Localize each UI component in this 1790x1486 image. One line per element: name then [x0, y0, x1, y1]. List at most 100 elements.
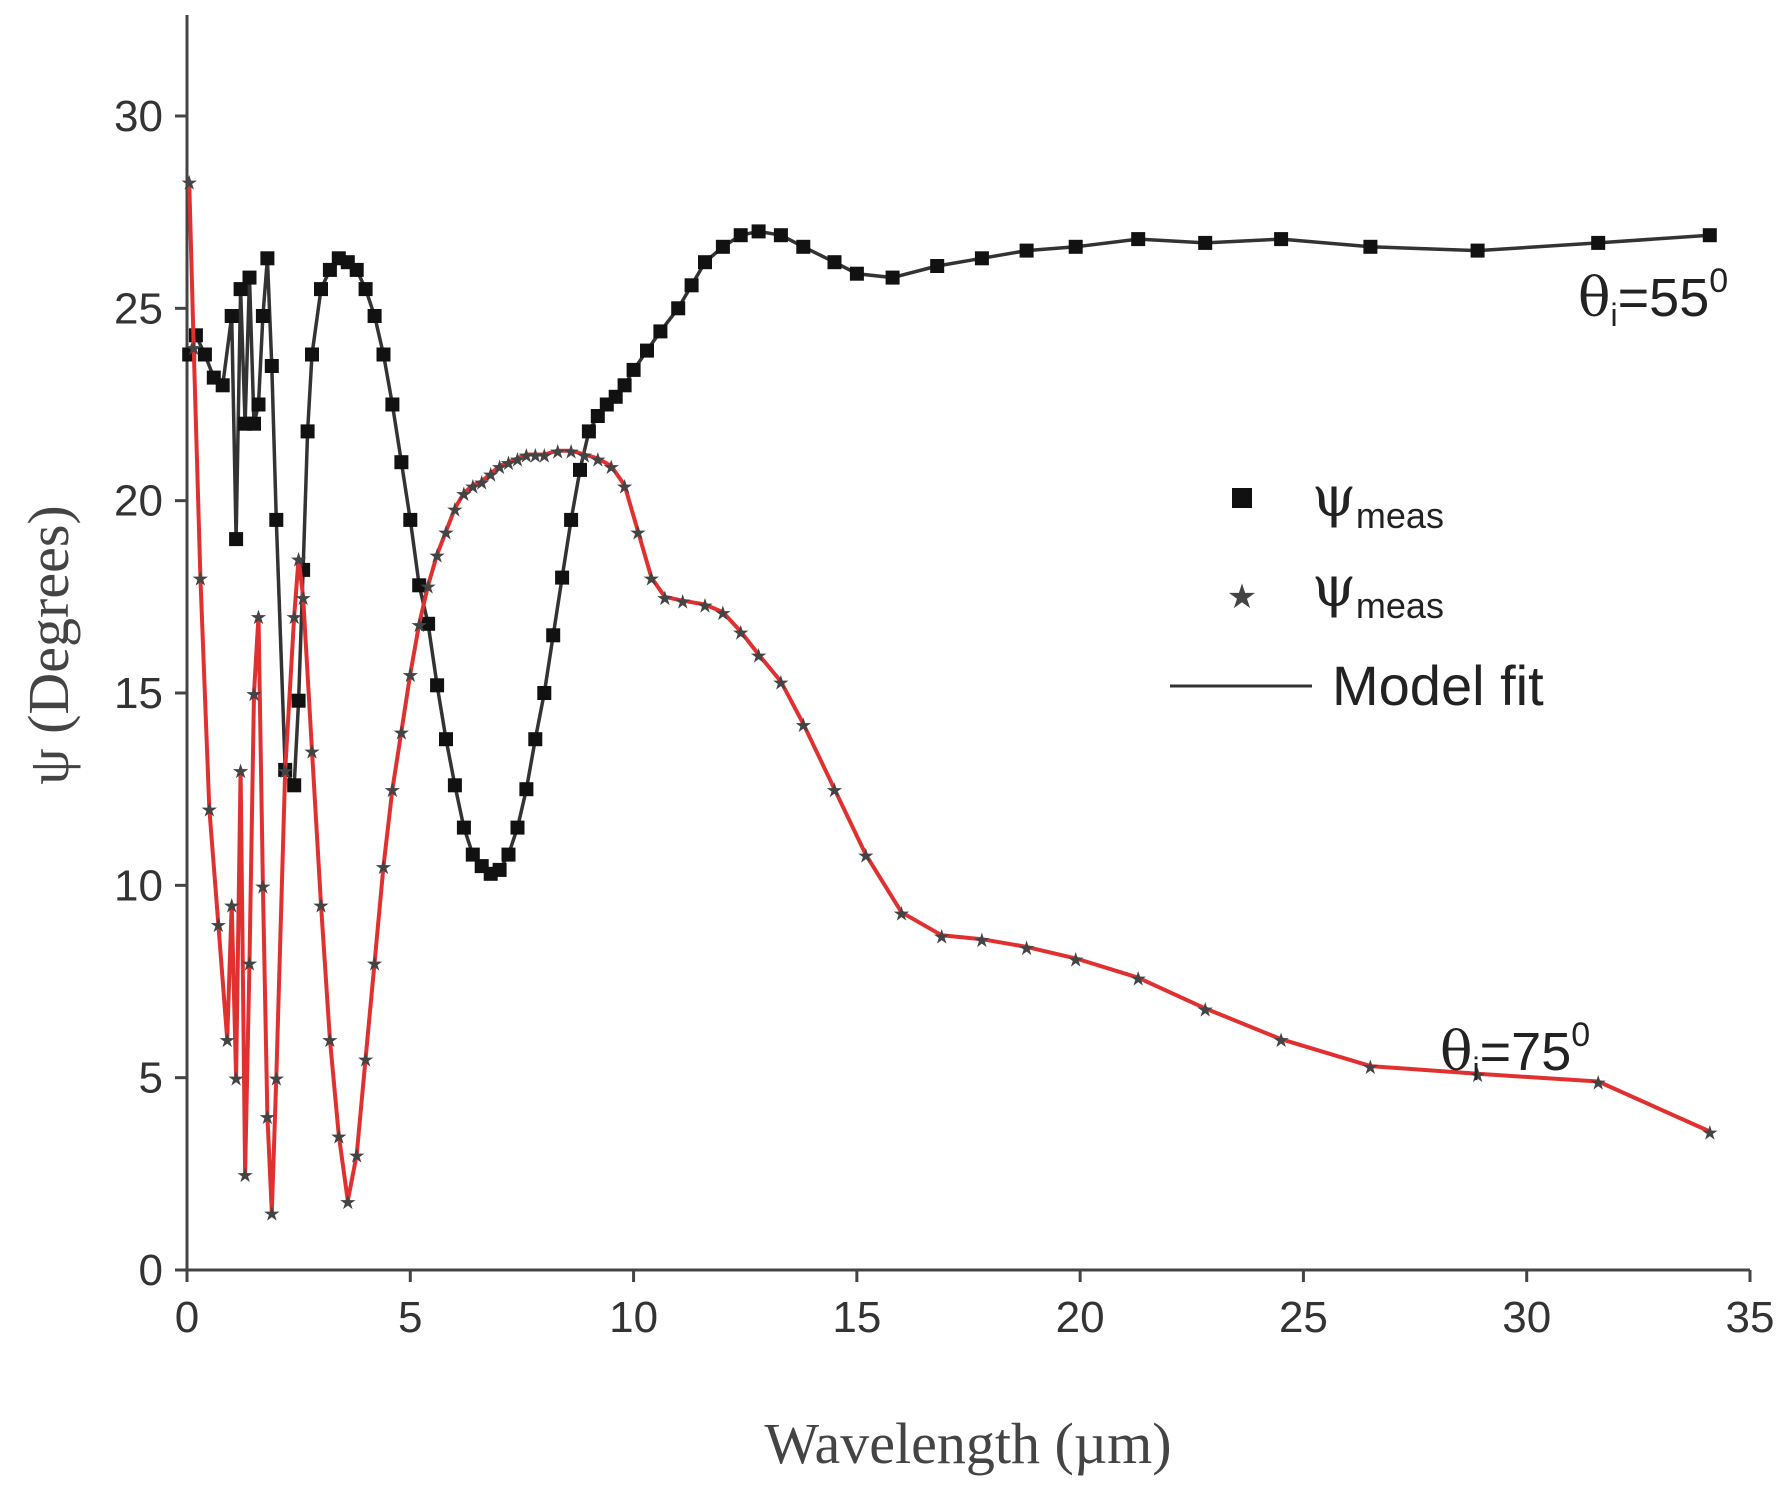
- data-point-square: [528, 732, 543, 747]
- data-point-star: ★: [254, 874, 272, 898]
- data-point-square: [581, 424, 596, 439]
- data-point-star: ★: [526, 444, 544, 468]
- data-point-square: [501, 847, 516, 862]
- data-point-star: ★: [1272, 1028, 1290, 1052]
- legend-square-marker: [1232, 488, 1252, 508]
- y-tick-label: 5: [139, 1054, 163, 1103]
- data-point-square: [590, 409, 605, 423]
- data-point-star: ★: [250, 605, 268, 629]
- data-point-star: ★: [290, 547, 308, 571]
- data-point-square: [215, 378, 230, 393]
- data-point-star: ★: [674, 590, 692, 614]
- data-point-square: [1131, 232, 1146, 247]
- x-tick-label: 0: [175, 1293, 199, 1342]
- data-point-square: [1702, 228, 1717, 243]
- legend-stars-symbol: ψ: [1312, 555, 1356, 620]
- data-point-square: [510, 820, 525, 835]
- data-point-square: [439, 732, 453, 747]
- data-point-square: [358, 282, 373, 297]
- data-point-square: [930, 259, 945, 273]
- data-point-square: [885, 270, 900, 285]
- data-point-star: ★: [392, 721, 410, 745]
- data-point-star: ★: [772, 671, 790, 695]
- data-point-square: [224, 309, 239, 323]
- data-point-star: ★: [575, 444, 593, 468]
- data-point-square: [197, 347, 212, 362]
- legend-stars-subscript: meas: [1356, 585, 1444, 626]
- data-point-square: [537, 686, 552, 700]
- data-point-star: ★: [1701, 1121, 1719, 1145]
- data-point-star: ★: [826, 778, 844, 802]
- data-point-square: [403, 512, 418, 527]
- data-point-square: [465, 847, 480, 862]
- data-point-square: [247, 416, 261, 431]
- data-point-star: ★: [482, 463, 500, 487]
- series-theta-55: [182, 224, 1717, 881]
- data-point-square: [640, 343, 654, 358]
- annotation-theta-75: θi=750: [1440, 1016, 1590, 1087]
- data-point-star: ★: [428, 544, 446, 568]
- data-point-star: ★: [180, 170, 198, 194]
- y-ticks: 0 5 10 15 20 25 30: [114, 92, 187, 1295]
- data-point-star: ★: [285, 605, 303, 629]
- data-point-square: [519, 782, 534, 797]
- data-point-star: ★: [642, 567, 660, 591]
- data-point-square: [322, 262, 337, 277]
- series-layer: ★★★★★★★★★★★★★★★★★★★★★★★★★★★★★★★★★★★★★★★★…: [180, 170, 1719, 1225]
- data-point-star: ★: [893, 901, 911, 925]
- data-point-star: ★: [276, 759, 294, 783]
- data-point-star: ★: [1469, 1063, 1487, 1087]
- data-point-star: ★: [464, 474, 482, 498]
- series-theta-75: ★★★★★★★★★★★★★★★★★★★★★★★★★★★★★★★★★★★★★★★★…: [180, 170, 1719, 1225]
- data-point-square: [421, 616, 436, 631]
- data-point-star: ★: [1196, 997, 1214, 1021]
- annotation-55-sup: 0: [1709, 262, 1728, 300]
- data-point-star: ★: [410, 613, 428, 637]
- data-point-star: ★: [535, 444, 553, 468]
- data-point-square: [626, 362, 641, 377]
- data-point-square: [264, 359, 279, 373]
- data-point-star: ★: [321, 1028, 339, 1052]
- data-point-star: ★: [437, 520, 455, 544]
- data-point-square: [385, 397, 400, 412]
- data-point-star: ★: [794, 713, 812, 737]
- x-tick-label: 15: [832, 1293, 881, 1342]
- data-point-star: ★: [1361, 1055, 1379, 1079]
- data-point-star: ★: [209, 913, 227, 937]
- data-point-star: ★: [375, 855, 393, 879]
- data-point-square: [849, 266, 864, 281]
- y-tick-label: 30: [114, 92, 163, 141]
- data-point-star: ★: [562, 440, 580, 464]
- data-point-star: ★: [446, 497, 464, 521]
- data-point-square: [684, 278, 699, 293]
- data-point-star: ★: [696, 594, 714, 618]
- y-tick-label: 0: [139, 1246, 163, 1295]
- data-point-star: ★: [602, 455, 620, 479]
- data-point-square: [447, 778, 462, 793]
- y-tick-label: 25: [114, 284, 163, 333]
- data-point-star: ★: [589, 447, 607, 471]
- x-axis-title: Wavelength (µm): [764, 1411, 1171, 1476]
- data-point-star: ★: [517, 444, 535, 468]
- data-point-star: ★: [339, 1190, 357, 1214]
- data-point-star: ★: [383, 778, 401, 802]
- data-point-square: [608, 389, 623, 404]
- data-point-square: [367, 309, 382, 323]
- data-point-star: ★: [1067, 947, 1085, 971]
- data-point-star: ★: [656, 586, 674, 610]
- data-point-square: [287, 778, 302, 793]
- data-point-square: [671, 301, 686, 316]
- data-point-star: ★: [227, 1067, 245, 1091]
- data-point-square: [573, 462, 587, 477]
- x-ticks: 0 5 10 15 20 25 30 35: [175, 1270, 1774, 1342]
- data-point-star: ★: [191, 567, 209, 591]
- data-point-star: ★: [223, 894, 241, 918]
- annotation-75-sup: 0: [1571, 1016, 1590, 1054]
- annotation-75-theta: θ: [1440, 1020, 1473, 1083]
- data-point-square: [733, 228, 748, 243]
- x-tick-label: 25: [1279, 1293, 1328, 1342]
- data-point-square: [269, 512, 284, 527]
- data-point-star: ★: [1589, 1071, 1607, 1095]
- x-tick-label: 20: [1056, 1293, 1105, 1342]
